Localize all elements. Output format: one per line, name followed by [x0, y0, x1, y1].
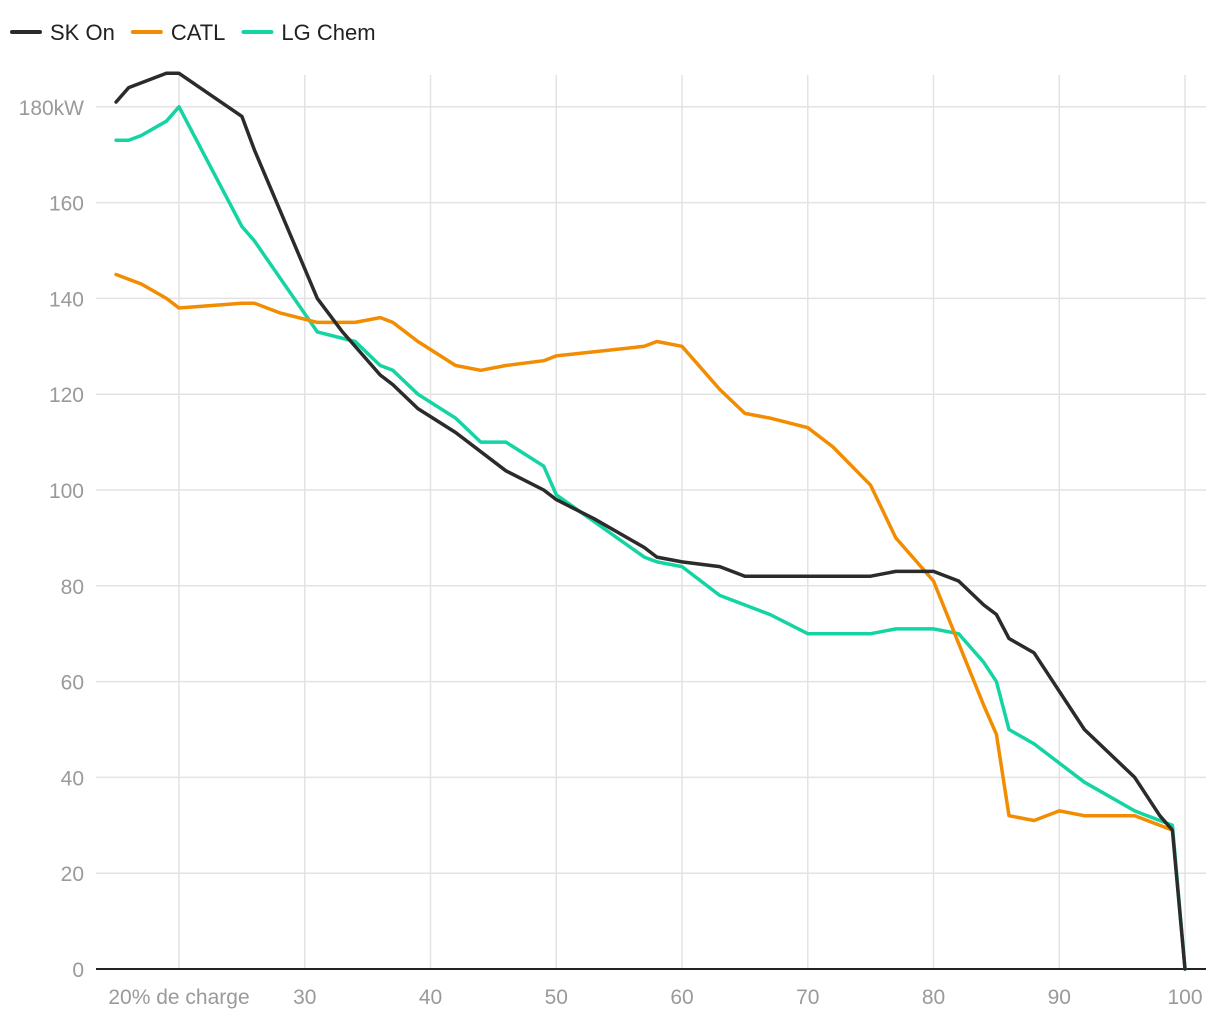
x-tick-label: 20% de charge [108, 986, 249, 1009]
series-line-catl [114, 272, 1175, 832]
x-tick-label: 40 [419, 986, 442, 1009]
axes: 0 20 40 60 80 100 120 140 160 180kW 20% de charge 3… [19, 97, 1206, 1009]
y-tick-label: 140 [49, 288, 84, 311]
x-tick-label: 70 [796, 986, 819, 1009]
y-tick-label: 100 [49, 480, 84, 503]
series-line-lg-chem [114, 105, 1187, 971]
x-tick-label: 60 [670, 986, 693, 1009]
gridlines [96, 75, 1206, 969]
y-tick-label: 80 [61, 576, 84, 599]
y-tick-label: 60 [61, 672, 84, 695]
series-line-sk-on [114, 71, 1187, 971]
x-tick-label: 90 [1048, 986, 1071, 1009]
legend-label-lg-chem: LG Chem [281, 20, 375, 45]
x-tick-label: 80 [922, 986, 945, 1009]
y-tick-label: 40 [61, 767, 84, 790]
y-tick-label: 0 [72, 959, 84, 982]
x-tick-label: 30 [293, 986, 316, 1009]
x-tick-label: 50 [545, 986, 568, 1009]
legend-label-sk-on: SK On [50, 20, 115, 45]
y-tick-label: 120 [49, 384, 84, 407]
y-tick-label: 180kW [19, 97, 85, 120]
y-tick-label: 20 [61, 863, 84, 886]
y-tick-label: 160 [49, 193, 84, 216]
x-tick-label: 100 [1167, 986, 1202, 1009]
legend: SK On CATL LG Chem [10, 20, 376, 45]
legend-label-catl: CATL [171, 20, 226, 45]
series-lines [114, 71, 1187, 971]
